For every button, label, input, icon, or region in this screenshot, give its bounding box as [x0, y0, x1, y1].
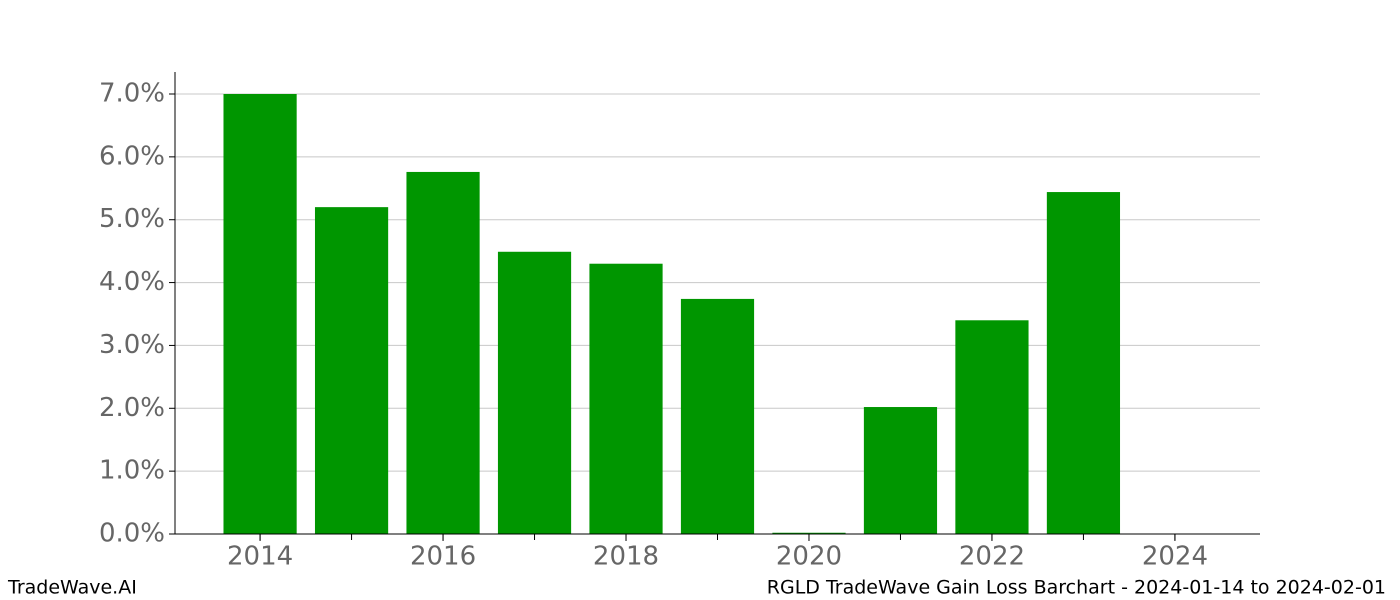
- y-tick-label: 2.0%: [99, 393, 165, 423]
- y-tick-label: 4.0%: [99, 267, 165, 297]
- bar: [1046, 192, 1121, 535]
- y-tick-label: 1.0%: [99, 456, 165, 486]
- x-tick-label: 2020: [776, 542, 842, 572]
- footer-left: TradeWave.AI: [7, 577, 137, 599]
- y-tick-label: 3.0%: [99, 330, 165, 360]
- bar: [406, 171, 480, 534]
- y-tick-label: 6.0%: [99, 141, 165, 171]
- bar: [680, 298, 755, 534]
- bar: [497, 251, 572, 534]
- bar: [955, 320, 1029, 534]
- footer-right: RGLD TradeWave Gain Loss Barchart - 2024…: [767, 577, 1386, 599]
- bar: [314, 207, 389, 534]
- bar: [223, 94, 297, 534]
- x-tick-label: 2018: [593, 542, 659, 572]
- x-tick-label: 2014: [227, 542, 293, 572]
- bar: [589, 263, 663, 534]
- y-tick-label: 7.0%: [99, 79, 165, 109]
- y-tick-label: 5.0%: [99, 204, 165, 234]
- bar: [772, 532, 846, 534]
- x-tick-label: 2022: [959, 542, 1025, 572]
- x-tick-label: 2024: [1142, 542, 1208, 572]
- x-tick-label: 2016: [410, 542, 476, 572]
- y-tick-label: 0.0%: [99, 519, 165, 549]
- bar: [863, 407, 938, 534]
